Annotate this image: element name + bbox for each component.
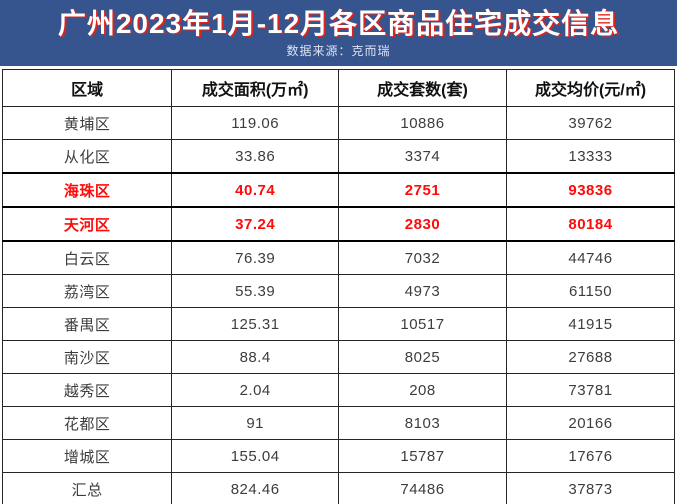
units-cell: 2830 <box>337 206 507 242</box>
avg_price-cell: 73781 <box>505 373 676 407</box>
area-cell: 55.39 <box>171 274 339 308</box>
area-cell: 76.39 <box>171 240 339 275</box>
district-cell: 番禺区 <box>1 307 173 341</box>
area-cell: 119.06 <box>171 106 339 140</box>
avg_price-cell: 13333 <box>505 139 676 174</box>
district-cell: 增城区 <box>1 439 173 473</box>
units-cell: 208 <box>337 373 507 407</box>
units-cell: 3374 <box>337 139 507 174</box>
district-cell: 花都区 <box>1 406 173 440</box>
area-cell: 125.31 <box>171 307 339 341</box>
units-cell: 15787 <box>337 439 507 473</box>
avg_price-cell: 41915 <box>505 307 676 341</box>
title-banner: 广州2023年1月-12月各区商品住宅成交信息 数据来源：克而瑞 <box>0 0 677 66</box>
table-row: 越秀区 2.04 208 73781 <box>1 373 676 407</box>
area-cell: 40.74 <box>171 172 339 208</box>
table-row: 汇总 824.46 74486 37873 <box>1 472 676 504</box>
units-cell: 8103 <box>337 406 507 440</box>
units-cell: 74486 <box>337 472 507 504</box>
district-cell: 从化区 <box>1 139 173 174</box>
column-header-1: 成交面积(万㎡) <box>171 69 339 107</box>
avg_price-cell: 93836 <box>505 172 676 208</box>
data-source-label: 数据来源：克而瑞 <box>286 44 391 59</box>
units-cell: 10886 <box>337 106 507 140</box>
units-cell: 2751 <box>337 172 507 208</box>
avg_price-cell: 80184 <box>505 206 676 242</box>
district-cell: 海珠区 <box>1 172 173 208</box>
avg_price-cell: 27688 <box>505 340 676 374</box>
table-row: 从化区 33.86 3374 13333 <box>1 139 676 174</box>
district-cell: 汇总 <box>1 472 173 504</box>
table-row: 黄埔区 119.06 10886 39762 <box>1 106 676 140</box>
district-cell: 越秀区 <box>1 373 173 407</box>
header-row: 区域 成交面积(万㎡) 成交套数(套) 成交均价(元/㎡) <box>1 69 676 107</box>
area-cell: 2.04 <box>171 373 339 407</box>
avg_price-cell: 44746 <box>505 240 676 275</box>
table-row: 花都区 91 8103 20166 <box>1 406 676 440</box>
avg_price-cell: 39762 <box>505 106 676 140</box>
district-cell: 黄埔区 <box>1 106 173 140</box>
table-container: 区域 成交面积(万㎡) 成交套数(套) 成交均价(元/㎡) 黄埔区 119.06 1088… <box>0 66 677 504</box>
area-cell: 88.4 <box>171 340 339 374</box>
avg_price-cell: 17676 <box>505 439 676 473</box>
table-row: 南沙区 88.4 8025 27688 <box>1 340 676 374</box>
avg_price-cell: 37873 <box>505 472 676 504</box>
table-header: 区域 成交面积(万㎡) 成交套数(套) 成交均价(元/㎡) <box>1 69 676 107</box>
units-cell: 8025 <box>337 340 507 374</box>
table-row: 天河区 37.24 2830 80184 <box>1 206 676 242</box>
table-body: 黄埔区 119.06 10886 39762 从化区 33.86 3374 13333 海珠区 4… <box>1 106 676 504</box>
avg_price-cell: 20166 <box>505 406 676 440</box>
district-cell: 白云区 <box>1 240 173 275</box>
table-row: 海珠区 40.74 2751 93836 <box>1 172 676 208</box>
area-cell: 91 <box>171 406 339 440</box>
table-row: 荔湾区 55.39 4973 61150 <box>1 274 676 308</box>
units-cell: 10517 <box>337 307 507 341</box>
area-cell: 824.46 <box>171 472 339 504</box>
area-cell: 33.86 <box>171 139 339 174</box>
table-row: 白云区 76.39 7032 44746 <box>1 240 676 275</box>
area-cell: 155.04 <box>171 439 339 473</box>
district-cell: 南沙区 <box>1 340 173 374</box>
avg_price-cell: 61150 <box>505 274 676 308</box>
column-header-3: 成交均价(元/㎡) <box>505 69 676 107</box>
table-row: 番禺区 125.31 10517 41915 <box>1 307 676 341</box>
column-header-0: 区域 <box>1 69 173 107</box>
area-cell: 37.24 <box>171 206 339 242</box>
column-header-2: 成交套数(套) <box>337 69 507 107</box>
table-row: 增城区 155.04 15787 17676 <box>1 439 676 473</box>
housing-data-table: 区域 成交面积(万㎡) 成交套数(套) 成交均价(元/㎡) 黄埔区 119.06 1088… <box>1 69 676 504</box>
units-cell: 4973 <box>337 274 507 308</box>
units-cell: 7032 <box>337 240 507 275</box>
district-cell: 天河区 <box>1 206 173 242</box>
page-title: 广州2023年1月-12月各区商品住宅成交信息 <box>57 7 620 39</box>
district-cell: 荔湾区 <box>1 274 173 308</box>
